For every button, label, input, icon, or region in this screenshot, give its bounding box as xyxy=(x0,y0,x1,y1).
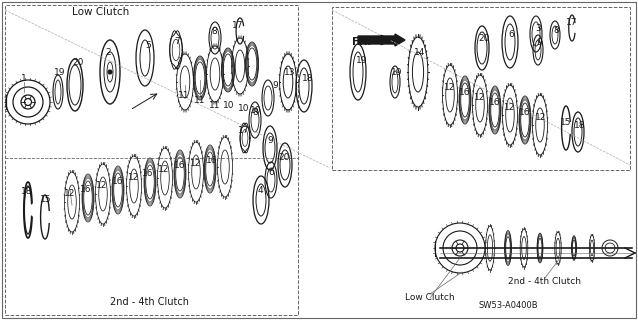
Text: 16: 16 xyxy=(206,156,218,164)
Text: 10: 10 xyxy=(238,103,249,113)
Text: 16: 16 xyxy=(519,108,531,116)
Text: 10: 10 xyxy=(223,100,235,109)
Text: 14: 14 xyxy=(414,47,426,57)
Text: 17: 17 xyxy=(238,125,249,134)
Text: 11: 11 xyxy=(194,95,205,105)
Text: 9: 9 xyxy=(267,135,273,145)
Text: 9: 9 xyxy=(536,37,542,46)
Text: 5: 5 xyxy=(145,41,151,50)
Text: 18: 18 xyxy=(302,74,314,83)
Text: 16: 16 xyxy=(142,169,154,178)
Text: 15: 15 xyxy=(560,117,572,126)
Text: 20: 20 xyxy=(478,34,490,43)
Text: 17: 17 xyxy=(567,18,578,27)
Text: 8: 8 xyxy=(252,108,258,116)
Text: 12: 12 xyxy=(128,172,140,181)
Text: 18: 18 xyxy=(21,188,33,196)
Text: Low Clutch: Low Clutch xyxy=(405,293,455,302)
Bar xyxy=(332,7,630,170)
Text: FR.: FR. xyxy=(352,37,371,47)
Text: 4: 4 xyxy=(257,186,263,195)
Text: 3: 3 xyxy=(535,23,541,33)
Text: Low Clutch: Low Clutch xyxy=(72,7,130,17)
Text: 2nd - 4th Clutch: 2nd - 4th Clutch xyxy=(110,297,189,307)
Text: 12: 12 xyxy=(444,83,456,92)
Text: 18: 18 xyxy=(574,121,586,130)
Text: 10: 10 xyxy=(250,106,262,115)
Text: 1: 1 xyxy=(21,74,27,83)
Text: 12: 12 xyxy=(64,188,76,197)
Text: 6: 6 xyxy=(508,29,514,38)
Text: 11: 11 xyxy=(209,100,221,109)
Text: 11: 11 xyxy=(178,91,189,100)
Text: 2: 2 xyxy=(105,47,111,57)
Text: 17: 17 xyxy=(232,20,244,29)
Text: 16: 16 xyxy=(459,87,471,97)
Text: 16: 16 xyxy=(174,161,186,170)
Text: 12: 12 xyxy=(190,158,202,167)
Text: 2nd - 4th Clutch: 2nd - 4th Clutch xyxy=(508,277,581,286)
Text: 7: 7 xyxy=(174,36,180,45)
Circle shape xyxy=(108,70,112,74)
Text: 12: 12 xyxy=(535,113,547,122)
Text: 12: 12 xyxy=(158,164,170,173)
Text: 16: 16 xyxy=(80,185,92,194)
Text: 15: 15 xyxy=(40,196,52,204)
Text: 19: 19 xyxy=(54,68,66,76)
Text: 6: 6 xyxy=(268,167,274,177)
Bar xyxy=(5,5,298,315)
Text: 20: 20 xyxy=(72,58,84,67)
Text: 12: 12 xyxy=(96,180,108,189)
FancyArrow shape xyxy=(358,34,405,46)
Text: 19: 19 xyxy=(391,68,403,76)
Text: 12: 12 xyxy=(474,92,486,101)
Text: 20: 20 xyxy=(278,153,290,162)
Text: 9: 9 xyxy=(272,81,278,90)
Text: 8: 8 xyxy=(211,27,217,36)
Text: 8: 8 xyxy=(553,26,559,35)
Text: 16: 16 xyxy=(489,98,501,107)
Text: 12: 12 xyxy=(504,102,516,111)
Text: 19: 19 xyxy=(356,55,367,65)
Text: 16: 16 xyxy=(112,177,124,186)
Text: 13: 13 xyxy=(285,68,296,76)
Text: SW53-A0400B: SW53-A0400B xyxy=(478,301,538,310)
